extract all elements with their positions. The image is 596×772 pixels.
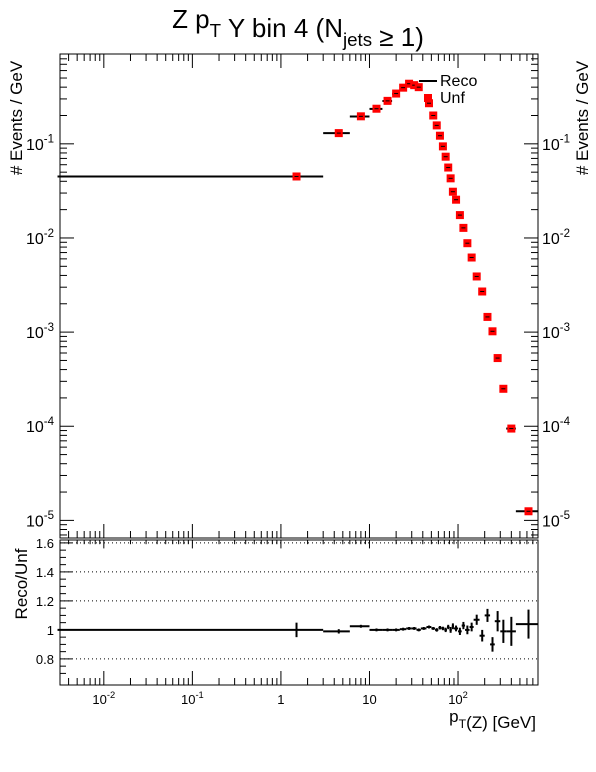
- y-tick-label-right: 10-2: [542, 228, 570, 248]
- y-axis-label: # Events / GeV: [7, 60, 26, 175]
- ratio-y-tick-label: 0.8: [36, 652, 54, 667]
- ratio-y-tick-label: 1: [47, 623, 54, 638]
- ratio-data-layer: [57, 608, 538, 652]
- y-tick-label-right: 10-5: [542, 510, 570, 530]
- x-tick-labels: 10-2 10-1 1 10 102: [92, 690, 467, 707]
- ratio-y-tick-labels: 0.8 1 1.2 1.4 1.6: [36, 536, 54, 667]
- x-tick-label: 10-2: [92, 690, 115, 707]
- legend-reco-label: Reco: [440, 73, 477, 90]
- chart-title: Z pT Y bin 4 (Njets ≥ 1): [172, 4, 424, 52]
- ratio-y-axis-label: Reco/Unf: [12, 548, 31, 619]
- y-tick-label: 10-4: [26, 416, 55, 436]
- y-tick-label: 10-2: [26, 228, 54, 248]
- x-axis-label: pT(Z) [GeV]: [449, 707, 536, 732]
- x-tick-label: 10-1: [181, 690, 204, 707]
- ratio-grid: [60, 542, 538, 660]
- ratio-plot-frame: [59, 539, 539, 686]
- legend-unf-label: Unf: [440, 90, 465, 107]
- y-tick-label: 10-3: [26, 322, 54, 342]
- y-tick-label-right: 10-3: [542, 322, 570, 342]
- legend-unf-marker: [424, 94, 432, 102]
- x-tick-label: 10: [362, 692, 376, 707]
- y-tick-label-right: 10-1: [542, 134, 570, 154]
- x-tick-label: 1: [277, 692, 284, 707]
- main-plot-frame: [59, 53, 539, 539]
- y-axis-label-right: # Events / GeV: [573, 60, 592, 175]
- main-data-layer: [57, 79, 538, 516]
- main-axis-ticks: [60, 53, 539, 538]
- main-y-tick-labels: 10-5 10-5 10-4 10-4 10-3 10-3 10-2 10-2 10-1 10-1: [26, 134, 571, 531]
- legend: Reco Unf: [419, 73, 477, 107]
- ratio-y-tick-label: 1.6: [36, 536, 54, 551]
- y-tick-label-right: 10-4: [542, 416, 571, 436]
- ratio-axis-ticks: [60, 540, 539, 685]
- ratio-y-tick-label: 1.4: [36, 565, 54, 580]
- y-tick-label: 10-1: [26, 134, 54, 154]
- y-tick-label: 10-5: [26, 510, 54, 530]
- ratio-y-tick-label: 1.2: [36, 594, 54, 609]
- x-tick-label: 102: [448, 690, 468, 707]
